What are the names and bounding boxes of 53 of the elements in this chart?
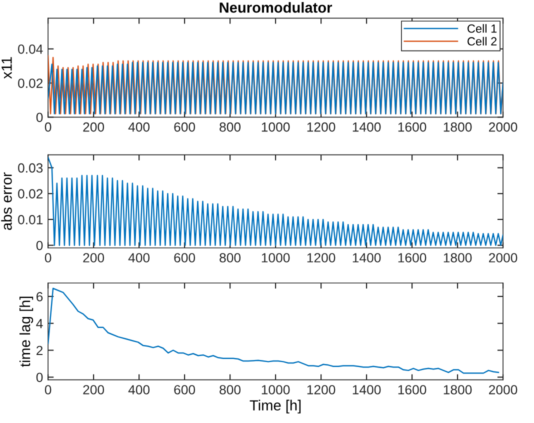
x-tick-label: 1400 xyxy=(352,122,381,132)
y-tick-label: 0 xyxy=(36,112,43,122)
y-tick-label: 6 xyxy=(36,292,43,302)
line-series xyxy=(48,288,500,374)
line-series xyxy=(48,156,504,246)
x-tick-label: 600 xyxy=(174,122,196,132)
x-tick-label: 2000 xyxy=(489,253,518,262)
x-tick-label: 600 xyxy=(174,385,196,394)
x-tick-label: 0 xyxy=(44,385,52,394)
x-tick-label: 400 xyxy=(128,122,150,132)
x-tick-label: 1000 xyxy=(262,253,290,262)
y-tick-label: 0.04 xyxy=(18,44,43,54)
x-tick-label: 1200 xyxy=(307,122,336,132)
x-axis-title: Time [h] xyxy=(250,400,301,414)
x-tick-label: 1800 xyxy=(444,122,472,132)
x-tick-label: 200 xyxy=(83,253,104,262)
y-tick-label: 0.02 xyxy=(18,78,43,88)
chart-title: Neuromodulator xyxy=(220,2,332,13)
y-axis-title: abs error xyxy=(1,172,12,230)
y-tick-label: 0 xyxy=(36,240,43,250)
x-tick-label: 200 xyxy=(83,122,104,132)
y-axis-title: x11 xyxy=(2,57,12,79)
x-tick-label: 0 xyxy=(44,122,52,132)
x-tick-label: 400 xyxy=(128,385,150,394)
x-tick-label: 1600 xyxy=(398,253,426,262)
x-tick-label: 1200 xyxy=(307,385,336,394)
x-tick-label: 1600 xyxy=(398,385,426,394)
x-tick-label: 1400 xyxy=(352,253,381,262)
x-tick-label: 0 xyxy=(44,253,52,262)
y-tick-label: 0.02 xyxy=(18,189,43,199)
x-tick-label: 1400 xyxy=(352,385,381,394)
y-tick-label: 0.01 xyxy=(18,215,43,224)
y-tick-label: 0 xyxy=(36,372,43,382)
y-tick-label: 2 xyxy=(36,346,43,356)
text: Cell 1 xyxy=(468,24,497,33)
x-tick-label: 1200 xyxy=(307,253,336,262)
x-tick-label: 1000 xyxy=(262,122,290,132)
x-tick-label: 2000 xyxy=(489,122,518,132)
x-tick-label: 2000 xyxy=(489,385,518,394)
x-tick-label: 1800 xyxy=(444,385,472,394)
x-tick-label: 1800 xyxy=(444,253,472,262)
x-tick-label: 200 xyxy=(83,385,104,394)
x-tick-label: 800 xyxy=(220,253,241,262)
y-axis-title: time lag [h] xyxy=(19,296,34,367)
y-tick-label: 4 xyxy=(36,319,43,328)
x-tick-label: 1000 xyxy=(262,385,290,394)
x-tick-label: 800 xyxy=(220,122,241,132)
x-tick-label: 400 xyxy=(128,253,150,262)
y-tick-label: 0.03 xyxy=(18,163,43,173)
x-tick-label: 800 xyxy=(220,385,241,394)
x-tick-label: 1600 xyxy=(398,122,426,132)
legend-label: Cell 2 xyxy=(468,36,497,46)
x-tick-label: 600 xyxy=(174,253,196,262)
